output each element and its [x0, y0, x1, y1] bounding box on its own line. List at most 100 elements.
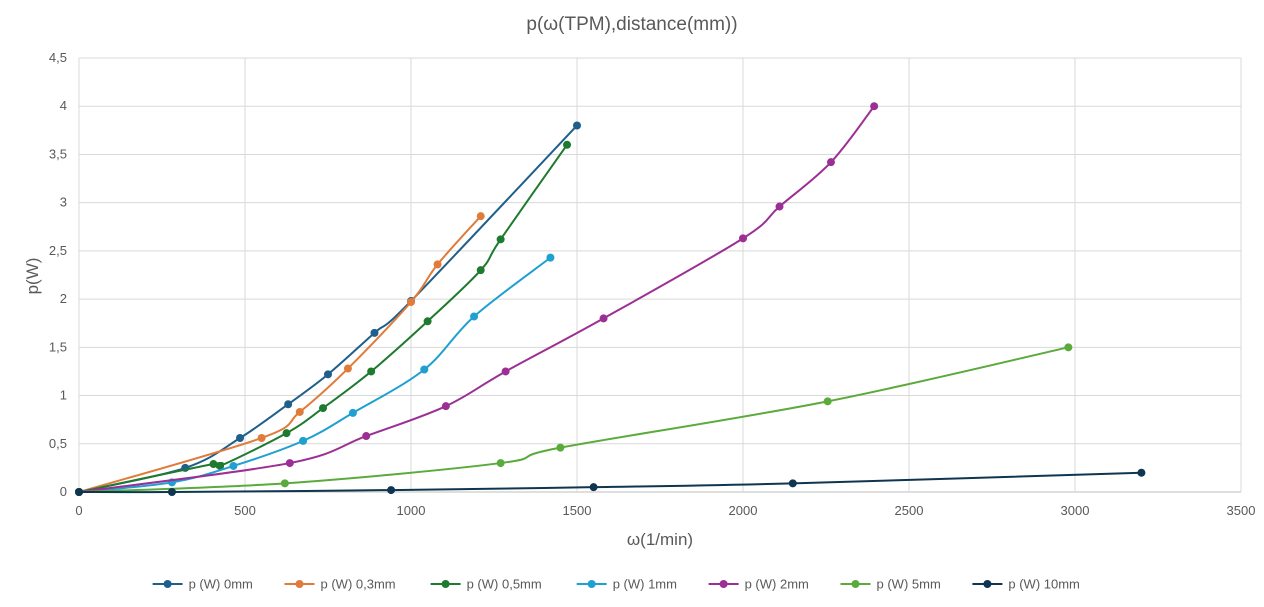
chart-title: p(ω(TPM),distance(mm)) [526, 14, 737, 35]
series-6 [75, 468, 1146, 496]
legend-label: p (W) 10mm [1008, 577, 1080, 592]
data-point [348, 408, 357, 417]
data-point [387, 486, 396, 495]
y-axis-ticks: 0 0,5 1 1,5 2 2,5 3 3,5 4 4,5 [49, 50, 67, 499]
y-tick-label: 0 [60, 484, 67, 499]
legend-marker [983, 580, 992, 588]
legend-item: p (W) 0,3mm [284, 577, 396, 592]
x-tick-label: 2000 [729, 503, 758, 518]
data-point [285, 459, 294, 468]
legend-marker [295, 580, 304, 588]
series-4 [75, 102, 879, 496]
data-point [870, 102, 879, 111]
data-point [343, 364, 352, 373]
series-line [78, 105, 875, 493]
legend-item: p (W) 5mm [840, 577, 941, 592]
legend-label: p (W) 1mm [613, 577, 677, 592]
grid [78, 57, 1242, 493]
x-axis-label: ω(1/min) [627, 530, 693, 549]
legend-item: p (W) 2mm [708, 577, 809, 592]
data-point [280, 479, 289, 488]
x-axis-ticks: 0 500 1000 1500 2000 2500 3000 3500 [75, 503, 1255, 518]
data-point [826, 158, 835, 167]
series-line [78, 471, 1142, 494]
data-point [319, 404, 328, 413]
y-tick-label: 2 [60, 291, 67, 306]
series-line [78, 124, 578, 493]
x-tick-label: 0 [75, 503, 82, 518]
y-tick-label: 3,5 [49, 146, 67, 161]
legend-item: p (W) 1mm [576, 577, 677, 592]
data-point [236, 433, 245, 442]
data-point [229, 461, 238, 470]
data-point [441, 402, 450, 411]
legend-label: p (W) 0mm [189, 577, 253, 592]
data-point [370, 328, 379, 337]
legend-marker [163, 580, 172, 588]
legend-marker [587, 580, 596, 588]
x-tick-label: 1000 [397, 503, 426, 518]
series-2 [75, 140, 572, 496]
data-point [282, 429, 291, 438]
legend-marker [719, 580, 728, 588]
data-point [589, 483, 598, 492]
data-point [284, 400, 293, 409]
y-tick-label: 4 [60, 98, 67, 113]
data-point [563, 140, 572, 149]
data-point [496, 459, 505, 468]
y-axis-label: p(W) [23, 258, 42, 295]
data-point [546, 253, 555, 262]
data-point [75, 488, 83, 496]
legend-item: p (W) 10mm [972, 577, 1080, 592]
data-point [209, 460, 218, 469]
legend-label: p (W) 2mm [745, 577, 809, 592]
x-tick-label: 1500 [563, 503, 592, 518]
y-tick-label: 3 [60, 195, 67, 210]
data-point [257, 433, 266, 442]
y-tick-label: 1 [60, 388, 67, 403]
series-line [78, 346, 1069, 493]
y-tick-label: 1,5 [49, 339, 67, 354]
data-point [362, 432, 371, 441]
y-tick-label: 4,5 [49, 50, 67, 65]
data-point [470, 312, 479, 321]
data-point [299, 436, 308, 445]
data-point [556, 443, 565, 452]
data-point [420, 365, 429, 374]
legend-label: p (W) 0,3mm [321, 577, 396, 592]
x-tick-label: 500 [234, 503, 256, 518]
y-tick-label: 2,5 [49, 243, 67, 258]
legend-label: p (W) 5mm [877, 577, 941, 592]
x-tick-label: 3000 [1061, 503, 1090, 518]
data-point [433, 260, 442, 269]
data-point [1064, 343, 1073, 352]
data-point [788, 479, 797, 488]
legend: p (W) 0mm p (W) 0,3mm p (W) 0,5mm p (W) 1mm… [152, 577, 1080, 592]
data-point [501, 367, 510, 376]
data-point [423, 317, 432, 326]
data-point [407, 298, 415, 307]
data-point [1137, 468, 1146, 477]
data-point [367, 367, 376, 376]
legend-label: p (W) 0,5mm [467, 577, 542, 592]
legend-item: p (W) 0,5mm [430, 577, 542, 592]
legend-marker [851, 580, 860, 588]
data-point [599, 314, 608, 323]
series-1 [75, 212, 485, 496]
data-point [775, 202, 784, 211]
data-point [476, 266, 485, 275]
data-point [295, 407, 304, 416]
data-point [739, 234, 747, 243]
data-point [324, 370, 332, 379]
series-group [75, 102, 1146, 496]
series-3 [75, 253, 555, 496]
data-point [573, 121, 581, 130]
legend-item: p (W) 0mm [152, 577, 253, 592]
x-tick-label: 2500 [895, 503, 924, 518]
data-point [496, 235, 505, 244]
series-0 [75, 121, 581, 496]
series-line [78, 144, 568, 493]
x-tick-label: 3500 [1227, 503, 1256, 518]
data-point [216, 461, 225, 470]
y-tick-label: 0,5 [49, 436, 67, 451]
